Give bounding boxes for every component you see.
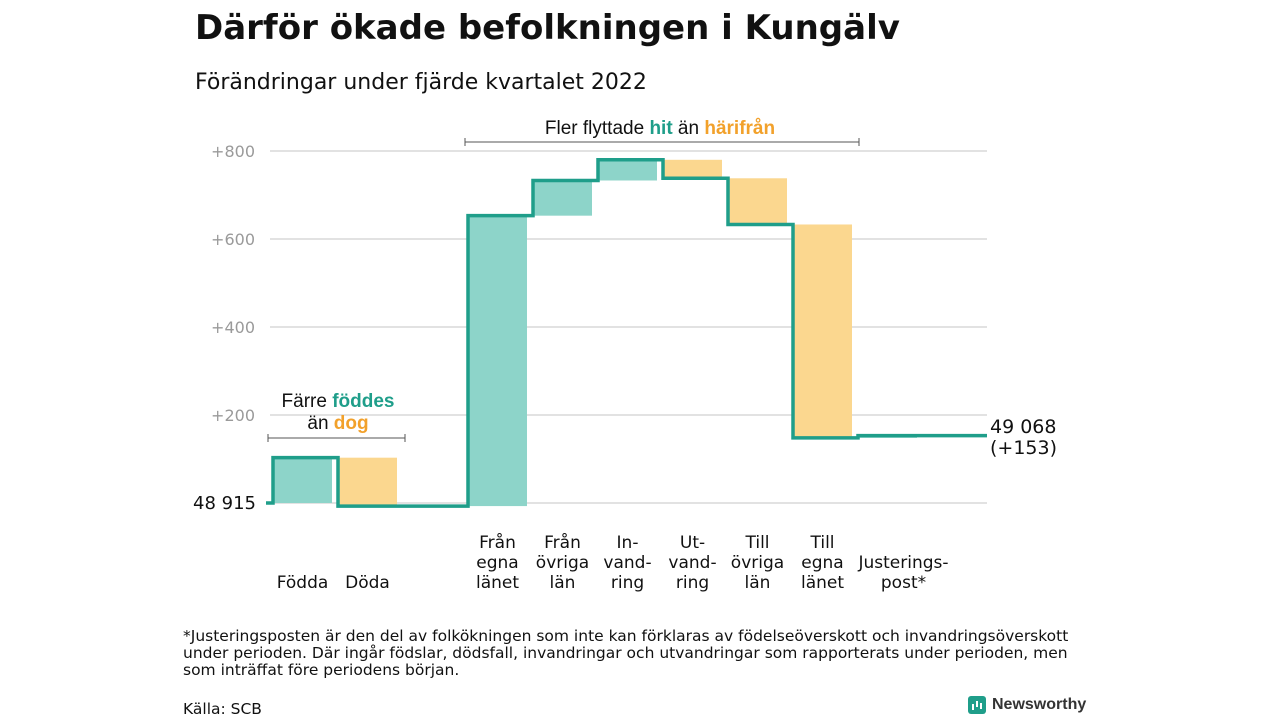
category-label: Ut- (680, 533, 705, 553)
y-tick-label: +800 (211, 142, 255, 161)
brand-logo: Newsworthy (968, 696, 1086, 714)
bar-5 (598, 159, 657, 181)
cumulative-line (266, 158, 987, 508)
chart-subtitle: Förändringar under fjärde kvartalet 2022 (195, 70, 647, 95)
category-label: Till (809, 533, 834, 553)
y-tick-label: +200 (211, 406, 255, 425)
category-label: övriga (731, 553, 784, 573)
start-value-label: 48 915 (193, 493, 256, 514)
category-label: ring (676, 573, 709, 593)
y-tick-label: +400 (211, 318, 255, 337)
bar-0 (273, 457, 332, 503)
annotation-births-bracket (267, 434, 406, 442)
bar-1 (338, 457, 397, 507)
y-tick-label: +600 (211, 230, 255, 249)
source-label: Källa: SCB (183, 700, 262, 718)
category-label: egna (801, 553, 843, 573)
annotation-moves: Fler flyttade hit än härifrån (545, 118, 775, 139)
annotation-moves-bracket (464, 138, 860, 146)
category-label: län (745, 573, 771, 593)
category-label: egna (476, 553, 518, 573)
category-label: Födda (277, 573, 329, 593)
category-label: övriga (536, 553, 589, 573)
category-label: länet (476, 573, 519, 593)
footnote: *Justeringsposten är den del av folkökni… (183, 627, 1069, 679)
brand-name: Newsworthy (992, 696, 1087, 713)
category-label: Från (544, 532, 581, 553)
category-label: In- (617, 533, 639, 553)
bar-6 (663, 159, 722, 179)
annotation-births-line2: än dog (307, 413, 368, 434)
bar-8 (793, 224, 852, 438)
end-change-label: (+153) (990, 437, 1057, 459)
category-label: vand- (668, 553, 716, 573)
category-label: vand- (603, 553, 651, 573)
end-value-label: 49 068 (990, 416, 1056, 438)
bar-3 (468, 215, 527, 507)
category-label: Döda (345, 573, 390, 593)
category-label: ring (611, 573, 644, 593)
chart-title: Därför ökade befolkningen i Kungälv (195, 8, 900, 48)
annotation-births-line1: Färre föddes (282, 391, 395, 412)
category-label: län (550, 573, 576, 593)
bar-4 (533, 180, 592, 216)
category-label: Till (744, 533, 769, 553)
category-label: Justerings- (857, 553, 948, 573)
bar-chart-icon (968, 696, 986, 714)
category-label: Från (479, 532, 516, 553)
category-label: post* (881, 573, 926, 593)
bar-7 (728, 178, 787, 225)
category-label: länet (801, 573, 844, 593)
